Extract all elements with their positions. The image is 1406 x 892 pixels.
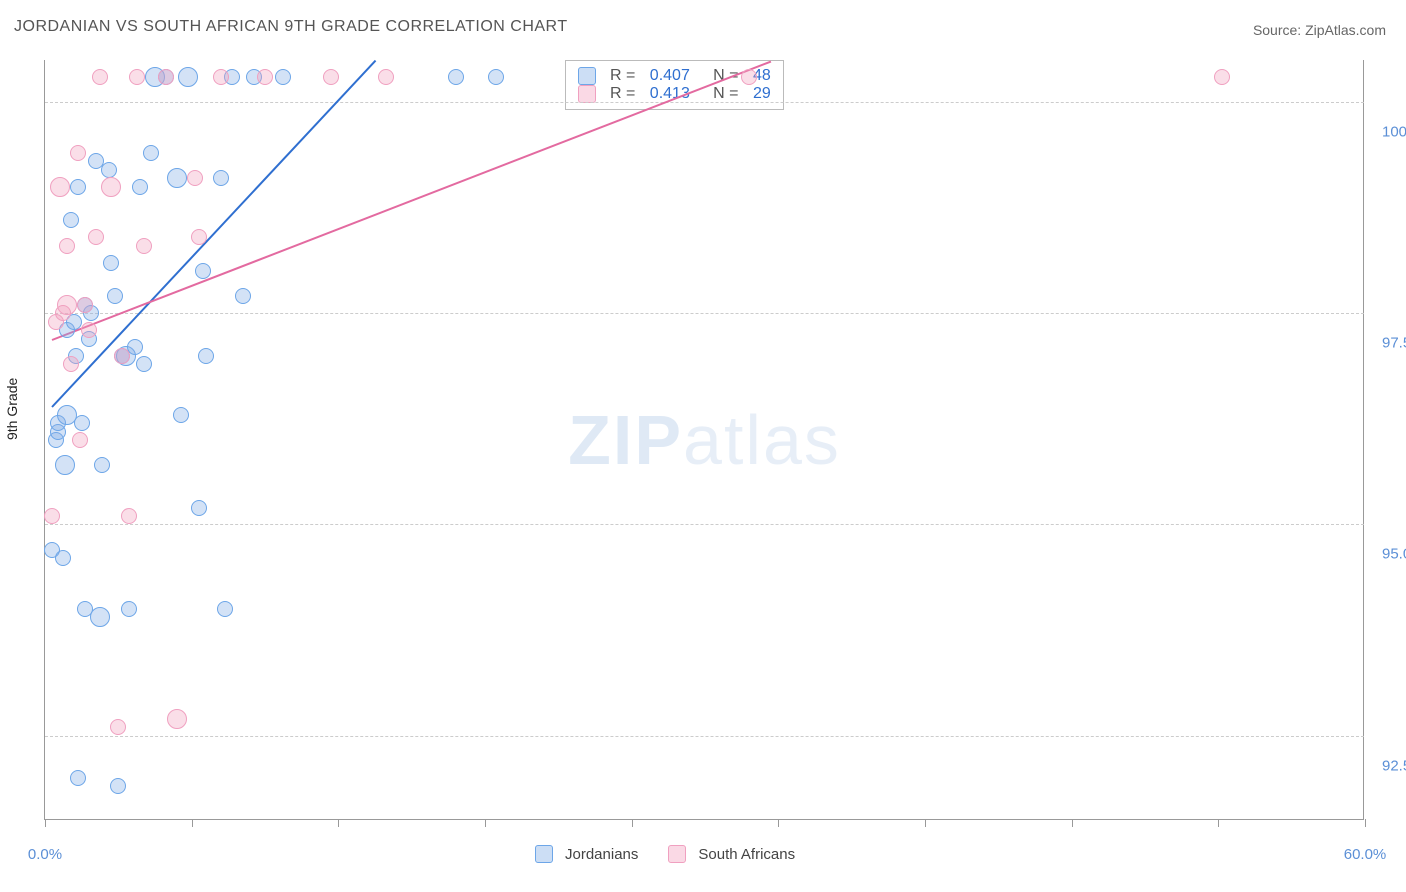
y-tick-label: 95.0% — [1372, 546, 1406, 563]
watermark-light: atlas — [683, 401, 841, 479]
gridline — [45, 736, 1364, 737]
data-point-b — [81, 322, 97, 338]
data-point-b — [72, 432, 88, 448]
data-point-b — [50, 177, 70, 197]
data-point-a — [275, 69, 291, 85]
x-tick — [925, 819, 926, 827]
x-tick — [45, 819, 46, 827]
data-point-b — [77, 297, 93, 313]
y-axis-label: 9th Grade — [4, 378, 20, 440]
gridline — [45, 313, 1364, 314]
data-point-b — [378, 69, 394, 85]
legend-swatch-b — [578, 85, 596, 103]
data-point-b — [121, 508, 137, 524]
data-point-a — [167, 168, 187, 188]
data-point-a — [143, 145, 159, 161]
x-tick — [1365, 819, 1366, 827]
watermark: ZIPatlas — [568, 400, 841, 480]
data-point-a — [121, 601, 137, 617]
data-point-a — [110, 778, 126, 794]
stats-n-value: 29 — [753, 85, 771, 103]
x-tick — [778, 819, 779, 827]
data-point-b — [59, 238, 75, 254]
stats-n-label: N = — [700, 85, 743, 103]
data-point-a — [103, 255, 119, 271]
data-point-b — [191, 229, 207, 245]
gridline — [45, 524, 1364, 525]
legend: Jordanians South Africans — [535, 845, 795, 863]
x-tick — [485, 819, 486, 827]
data-point-a — [198, 348, 214, 364]
stats-r-label: R = — [610, 85, 640, 103]
data-point-b — [158, 69, 174, 85]
chart-title: JORDANIAN VS SOUTH AFRICAN 9TH GRADE COR… — [14, 18, 568, 36]
data-point-a — [195, 263, 211, 279]
right-axis-line — [1363, 60, 1364, 819]
data-point-b — [213, 69, 229, 85]
data-point-b — [741, 69, 757, 85]
data-point-a — [217, 601, 233, 617]
data-point-b — [129, 69, 145, 85]
x-tick-label: 0.0% — [28, 846, 62, 863]
data-point-a — [132, 179, 148, 195]
x-tick — [632, 819, 633, 827]
stats-n-label: N = — [700, 67, 743, 85]
data-point-a — [136, 356, 152, 372]
stats-r-value: 0.407 — [650, 67, 690, 85]
data-point-a — [178, 67, 198, 87]
legend-swatch-a — [535, 845, 553, 863]
x-tick — [1218, 819, 1219, 827]
x-tick-label: 60.0% — [1344, 846, 1387, 863]
data-point-b — [114, 348, 130, 364]
data-point-b — [1214, 69, 1230, 85]
legend-label-a: Jordanians — [565, 846, 638, 863]
x-tick — [1072, 819, 1073, 827]
data-point-a — [235, 288, 251, 304]
legend-item-b: South Africans — [668, 845, 795, 863]
data-point-a — [107, 288, 123, 304]
data-point-b — [92, 69, 108, 85]
data-point-b — [88, 229, 104, 245]
data-point-a — [55, 455, 75, 475]
data-point-a — [90, 607, 110, 627]
data-point-a — [191, 500, 207, 516]
gridline — [45, 102, 1364, 103]
data-point-b — [63, 356, 79, 372]
stats-r-label: R = — [610, 67, 640, 85]
data-point-b — [70, 145, 86, 161]
x-tick — [192, 819, 193, 827]
y-tick-label: 92.5% — [1372, 757, 1406, 774]
data-point-b — [101, 177, 121, 197]
legend-swatch-a — [578, 67, 596, 85]
y-tick-label: 100.0% — [1372, 124, 1406, 141]
data-point-a — [70, 770, 86, 786]
plot-area: ZIPatlas R = 0.407 N = 48R = 0.413 N = 2… — [44, 60, 1364, 820]
data-point-b — [167, 709, 187, 729]
data-point-a — [488, 69, 504, 85]
watermark-bold: ZIP — [568, 401, 683, 479]
data-point-a — [70, 179, 86, 195]
legend-label-b: South Africans — [698, 846, 795, 863]
data-point-a — [74, 415, 90, 431]
legend-item-a: Jordanians — [535, 845, 638, 863]
data-point-a — [213, 170, 229, 186]
data-point-b — [323, 69, 339, 85]
data-point-b — [187, 170, 203, 186]
y-tick-label: 97.5% — [1372, 335, 1406, 352]
data-point-a — [173, 407, 189, 423]
stats-row-b: R = 0.413 N = 29 — [578, 85, 771, 103]
data-point-b — [44, 508, 60, 524]
data-point-a — [55, 550, 71, 566]
data-point-b — [136, 238, 152, 254]
data-point-b — [257, 69, 273, 85]
data-point-a — [63, 212, 79, 228]
data-point-b — [57, 295, 77, 315]
data-point-a — [94, 457, 110, 473]
source-label: Source: ZipAtlas.com — [1253, 22, 1386, 38]
data-point-b — [110, 719, 126, 735]
x-tick — [338, 819, 339, 827]
data-point-a — [448, 69, 464, 85]
data-point-a — [101, 162, 117, 178]
legend-swatch-b — [668, 845, 686, 863]
